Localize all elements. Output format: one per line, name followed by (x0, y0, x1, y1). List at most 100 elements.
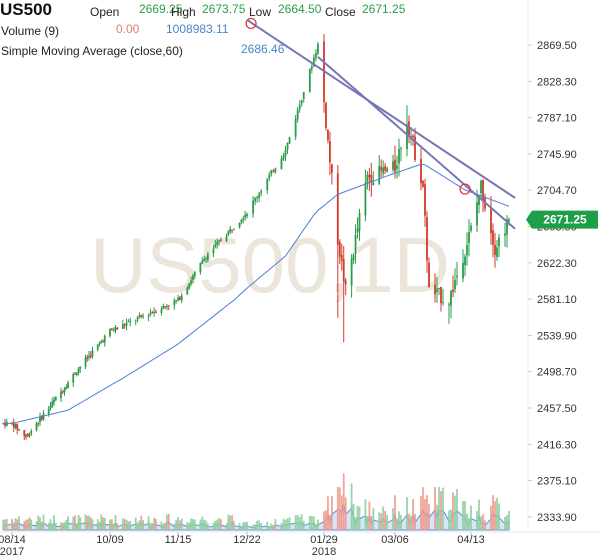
volume-bar (88, 515, 90, 530)
volume-bar (323, 511, 325, 530)
candle-body (470, 225, 472, 231)
volume-bar (398, 511, 400, 530)
trendline-anchor-marker[interactable] (245, 17, 257, 30)
volume-bar (25, 519, 27, 530)
volume-bar (153, 517, 156, 530)
candle-body (12, 423, 15, 428)
candle-body (47, 408, 50, 415)
volume-bar (114, 514, 117, 530)
volume-bar (506, 515, 508, 530)
candle-body (23, 430, 26, 436)
volume-bar (178, 520, 181, 530)
candle-body (88, 355, 90, 358)
candle-body (26, 433, 29, 437)
trendline[interactable] (317, 56, 516, 230)
candle-body (438, 287, 440, 289)
candle-body (358, 212, 361, 231)
candle-body (166, 306, 168, 308)
volume-bar (252, 524, 254, 530)
candle-body (274, 168, 277, 173)
volume-bar (112, 523, 115, 530)
volume-bar (344, 497, 347, 530)
candle-body (256, 197, 259, 199)
time-tick-label: 04/13 (457, 534, 485, 546)
volume-bar (380, 513, 383, 530)
candle-body (450, 290, 452, 306)
volume-bar (96, 519, 99, 530)
trendline-anchor-marker[interactable] (459, 183, 471, 195)
volume-bar (440, 491, 442, 530)
candle-body (199, 262, 202, 273)
volume-bar (288, 517, 291, 530)
candle-body (109, 329, 111, 337)
price-tick-label: 2539.90 (537, 330, 577, 342)
candle-body (229, 228, 232, 232)
volume-bar (340, 495, 343, 530)
last-price-badge (526, 210, 598, 229)
volume-bar (352, 503, 355, 530)
volume-bar (330, 496, 333, 530)
candle-body (258, 193, 261, 199)
candle-body (40, 416, 43, 420)
volume-bar (30, 519, 33, 530)
candle-body (260, 190, 263, 193)
candle-body (18, 429, 20, 431)
candle-body (238, 222, 241, 228)
candle-body (72, 373, 75, 383)
candle-body (227, 231, 230, 236)
time-tick-label: 12/22 (233, 534, 261, 546)
volume-bar (2, 519, 5, 530)
volume-bar (225, 523, 228, 530)
candle-body (205, 258, 207, 260)
price-tick-label: 2745.90 (537, 149, 577, 161)
candle-body (366, 174, 369, 184)
candle-body (4, 423, 6, 426)
candle-body (286, 142, 289, 150)
candle-body (300, 100, 303, 104)
candle-body (492, 230, 494, 245)
volume-bar (256, 520, 259, 530)
volume-bar (77, 514, 80, 530)
candle-body (252, 200, 254, 214)
volume-bar (147, 516, 150, 530)
volume-bar (149, 522, 152, 530)
candle-body (75, 372, 78, 376)
trendline-markers[interactable] (245, 17, 471, 195)
candle-body (370, 174, 373, 183)
volume-bar (372, 508, 375, 530)
candle-body (147, 315, 150, 317)
volume-bar (400, 514, 402, 530)
volume-histogram (2, 473, 510, 531)
volume-bar (436, 504, 438, 530)
candle-body (452, 289, 454, 292)
candle-body (142, 315, 144, 317)
candle-body (506, 218, 508, 235)
candle-body (272, 170, 275, 172)
candle-body (327, 129, 329, 141)
trendlines[interactable] (246, 19, 516, 230)
volume-bar (366, 515, 369, 530)
volume-bar (177, 517, 179, 530)
volume-bar (266, 521, 269, 530)
volume-bar (91, 519, 94, 530)
volume-bar (188, 522, 191, 530)
price-tick-label: 2704.70 (537, 185, 577, 197)
candle-body (65, 387, 68, 390)
volume-bar (254, 524, 257, 530)
volume-bar (72, 516, 75, 530)
candle-body (116, 327, 119, 329)
volume-bar (456, 489, 458, 530)
volume-bar (260, 522, 263, 530)
volume-bar (203, 519, 206, 530)
price-axis[interactable]: 2869.502828.302787.102745.902704.702663.… (528, 40, 577, 524)
volume-bar (450, 509, 452, 530)
volume-bar (214, 520, 217, 530)
volume-bar (296, 514, 299, 530)
volume-bar (65, 519, 68, 530)
candle-body (466, 244, 468, 256)
last-price-text: 2671.25 (543, 213, 587, 227)
candle-body (153, 311, 156, 313)
trendline[interactable] (246, 19, 516, 199)
